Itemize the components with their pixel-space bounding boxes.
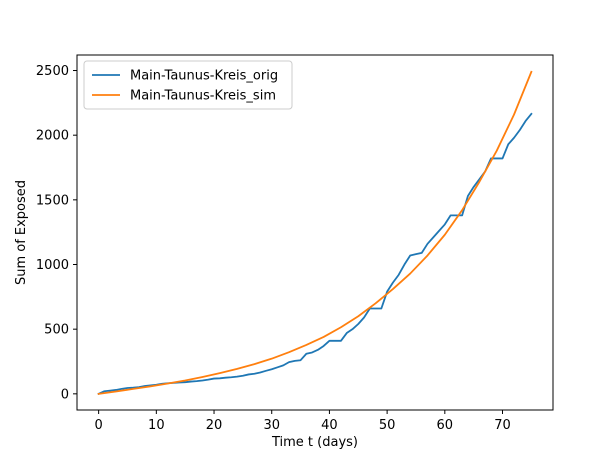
plot-frame [76,54,554,411]
legend-label-sim: Main-Taunus-Kreis_sim [130,89,276,104]
x-axis-ticks: 0 10 20 30 40 50 60 70 [94,410,511,433]
series-line-sim [97,70,533,395]
x-tick-label: 50 [379,418,396,433]
x-tick-label: 20 [206,418,223,433]
x-tick-label: 40 [321,418,338,433]
x-tick-label: 30 [263,418,280,433]
x-axis-label: Time t (days) [271,435,358,450]
series-layer [97,70,533,396]
y-axis-label: Sum of Exposed [14,180,29,285]
legend-label-orig: Main-Taunus-Kreis_orig [130,69,278,84]
y-tick-label: 2500 [36,64,69,79]
y-tick-label: 2000 [36,129,69,144]
x-tick-label: 70 [494,418,511,433]
y-tick-label: 1000 [36,258,69,273]
y-axis-ticks: 0 500 1000 1500 2000 2500 [36,64,77,402]
legend-box [83,60,293,110]
x-tick-label: 60 [437,418,454,433]
y-tick-label: 1500 [36,193,69,208]
y-tick-label: 0 [61,387,69,402]
x-tick-label: 0 [94,418,102,433]
legend: Main-Taunus-Kreis_orig Main-Taunus-Kreis… [83,60,293,110]
y-tick-label: 500 [44,323,69,338]
x-tick-label: 10 [148,418,165,433]
